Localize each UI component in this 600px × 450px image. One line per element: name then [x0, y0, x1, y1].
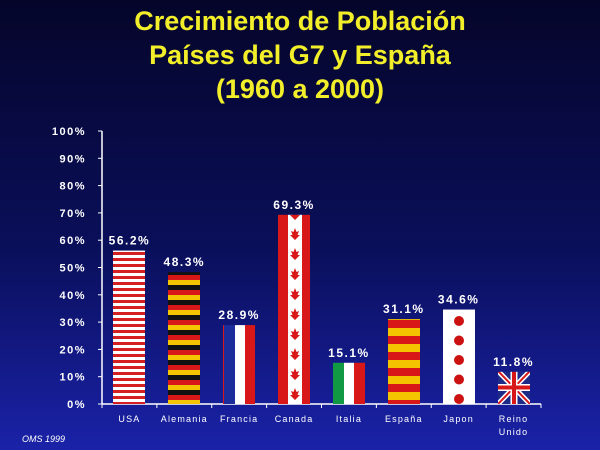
- y-tick-label: 10%: [59, 372, 86, 384]
- y-tick-label: 60%: [59, 235, 86, 247]
- x-tick-label: Unido: [499, 427, 529, 437]
- source-note: OMS 1999: [22, 434, 66, 444]
- x-tick-label: Italia: [336, 414, 362, 424]
- x-tick-label: USA: [118, 414, 140, 424]
- bar-canada: [278, 214, 310, 404]
- data-label: 31.1%: [383, 302, 425, 316]
- chart-title: Crecimiento de Población Países del G7 y…: [0, 4, 600, 106]
- y-tick-label: 30%: [59, 317, 86, 329]
- title-line-2: Países del G7 y España: [149, 40, 451, 70]
- bar-francia: [223, 325, 255, 404]
- y-tick-label: 70%: [59, 208, 86, 220]
- bar-usa: [113, 250, 145, 404]
- y-tick-label: 100%: [52, 126, 86, 138]
- labels: 56.2% USA 48.3% Alemania 28.9% Francia 69.3% Ca…: [109, 198, 534, 437]
- bar-españa: [388, 319, 420, 404]
- data-label: 15.1%: [328, 346, 370, 360]
- y-tick-label: 50%: [59, 263, 86, 275]
- y-tick-label: 40%: [59, 290, 86, 302]
- bars: [113, 214, 530, 404]
- x-tick-label: Japon: [443, 414, 474, 424]
- bar-japon: [443, 309, 475, 404]
- title-line-3: (1960 a 2000): [215, 74, 385, 104]
- x-tick-label: Reino: [499, 414, 529, 424]
- data-label: 56.2%: [109, 234, 151, 248]
- data-label: 69.3%: [273, 198, 315, 212]
- y-tick-label: 90%: [59, 153, 86, 165]
- x-tick-label: Canada: [275, 414, 314, 424]
- data-label: 48.3%: [164, 255, 206, 269]
- title-line-1: Crecimiento de Población: [134, 6, 466, 36]
- y-tick-label: 20%: [59, 344, 86, 356]
- bar-alemania: [168, 272, 200, 404]
- bar-italia: [333, 362, 365, 404]
- y-tick-label: 0%: [67, 399, 86, 411]
- bar-reino-unido: [498, 371, 530, 404]
- y-tick-label: 80%: [59, 181, 86, 193]
- data-label: 28.9%: [218, 308, 260, 322]
- x-tick-label: Alemania: [161, 414, 208, 424]
- x-tick-label: España: [385, 414, 423, 424]
- data-label: 11.8%: [493, 355, 534, 369]
- x-tick-label: Francia: [220, 414, 258, 424]
- data-label: 34.6%: [438, 293, 480, 307]
